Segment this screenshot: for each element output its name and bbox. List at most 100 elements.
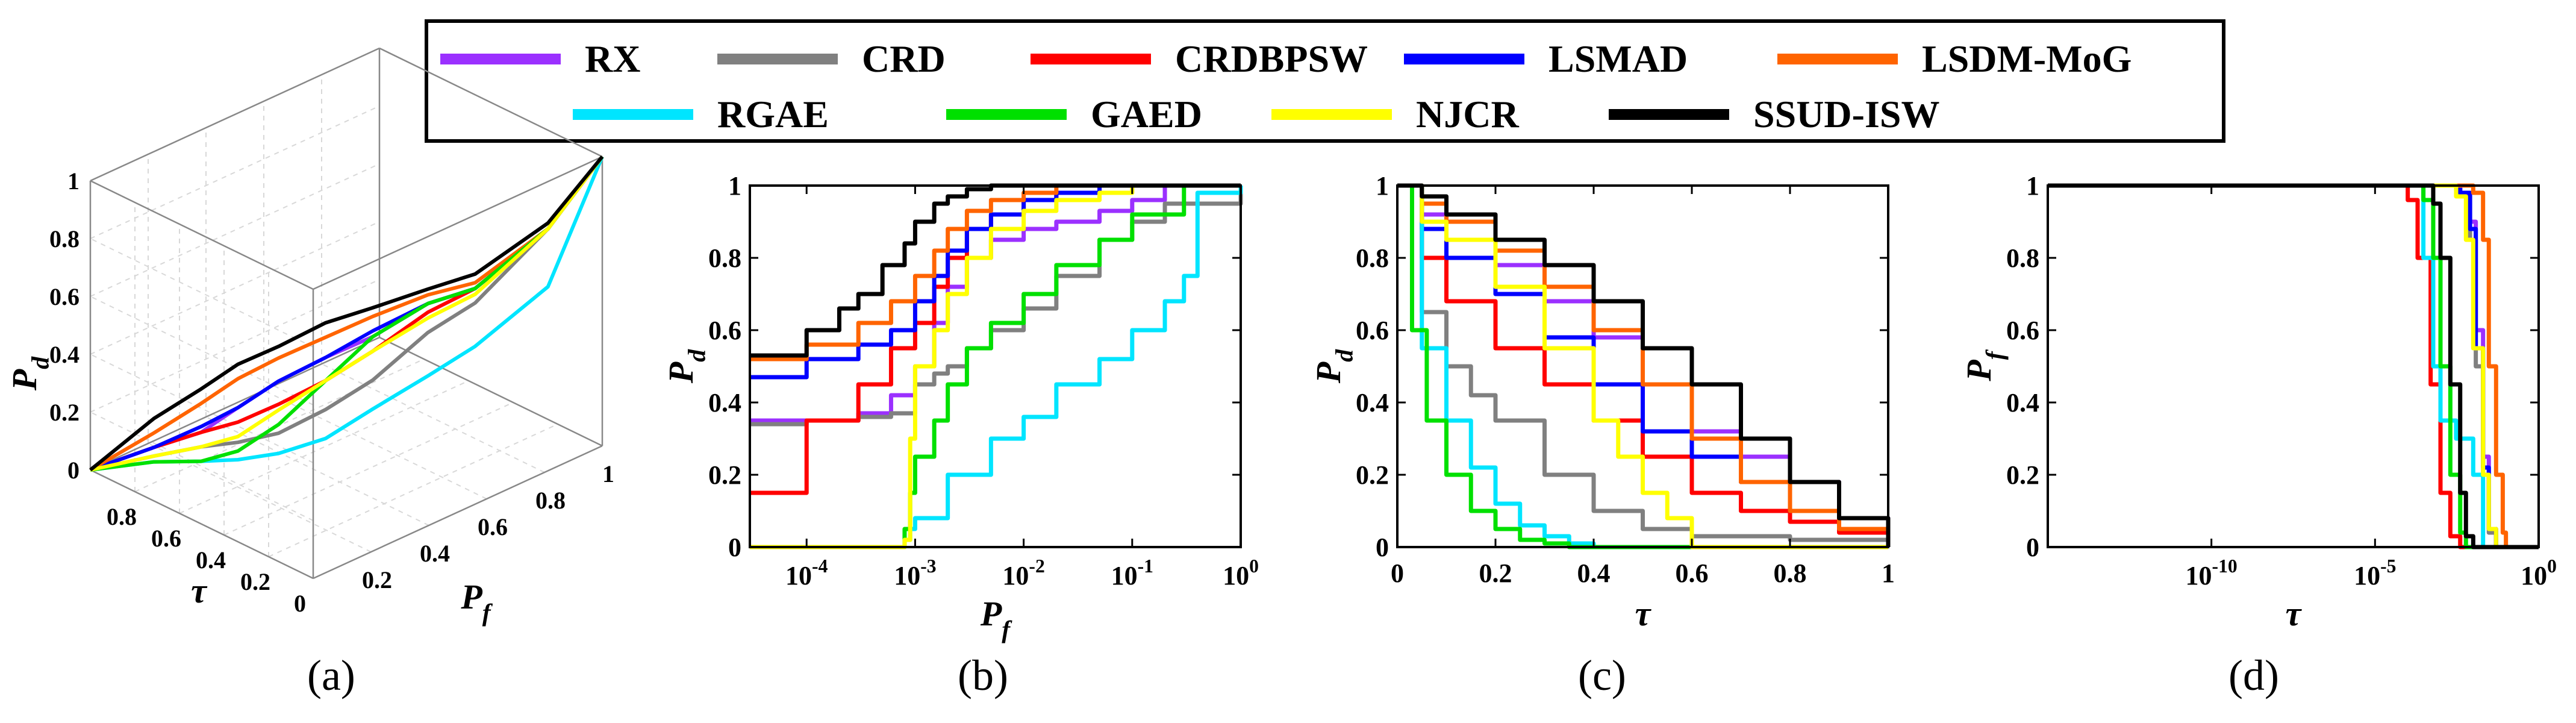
- series-line-crd: [750, 186, 1243, 427]
- x-tick-label: 10-3: [894, 556, 936, 590]
- label-main: P: [5, 369, 44, 391]
- box-edge: [313, 155, 603, 290]
- legend-item-njcr: NJCR: [1271, 90, 1519, 139]
- x-axis-label: Pf: [980, 594, 1012, 643]
- tick-base: 10: [2521, 561, 2547, 590]
- tick-base: 10: [1223, 561, 1249, 590]
- grid-line: [90, 354, 314, 463]
- z-axis-label: Pd: [5, 356, 54, 391]
- legend-item-rgae: RGAE: [573, 90, 829, 139]
- box-edge: [90, 47, 380, 182]
- y-tick-label: 0.2: [2006, 460, 2039, 490]
- x-tick-label: 0.4: [1577, 559, 1611, 588]
- z-tick-label: 0.8: [49, 225, 80, 252]
- legend-label: LSMAD: [1548, 37, 1688, 80]
- legend-swatch: [1271, 109, 1392, 120]
- x-tick-label: 0: [1391, 559, 1404, 588]
- grid-line: [90, 296, 314, 405]
- grid-line: [90, 163, 380, 297]
- y-tick-label: 0.2: [240, 568, 270, 595]
- series-line-crdbpsw: [750, 183, 1241, 495]
- x-tick-label: 0.4: [420, 540, 450, 567]
- box-edge: [379, 336, 603, 447]
- panel-label-b: (b): [958, 651, 1008, 700]
- x-axis-label: τ: [2286, 594, 2303, 633]
- legend-swatch: [946, 109, 1067, 120]
- x-tick-label: 1: [602, 460, 614, 487]
- legend: RX CRD CRDBPSW LSMAD LSDM-MoG RGAE GAED NJCR SSU…: [425, 19, 2225, 143]
- box-edge: [313, 445, 603, 580]
- series-line-ssud-isw: [89, 155, 604, 472]
- y-tick-label: 0: [728, 533, 741, 562]
- label-main: P: [980, 594, 1002, 633]
- y-tick-label: 0: [2026, 533, 2039, 562]
- legend-swatch: [573, 109, 693, 120]
- grid-line: [263, 390, 487, 499]
- tick-exponent: -2: [1029, 556, 1044, 577]
- grid-line: [90, 238, 314, 348]
- legend-swatch: [1609, 109, 1729, 120]
- chart-a: 0 0.2 0.4 0.6 0.8 1 0.2 0.4 0.6 0.8 1 0.2 0.4 0.6 0.8 0…: [5, 47, 614, 627]
- x-axis-label: τ: [1635, 594, 1652, 633]
- z-tick-label: 0.2: [49, 399, 80, 426]
- x-tick-label: 10-10: [2186, 556, 2238, 590]
- box-edge: [90, 469, 314, 580]
- legend-swatch: [717, 54, 838, 64]
- legend-item-lsdm-mog: LSDM-MoG: [1777, 35, 2132, 83]
- box-edge: [90, 180, 314, 290]
- panel-label-c: (c): [1578, 651, 1626, 700]
- series-line-lsmad: [750, 183, 1241, 380]
- y-tick-label: 0.6: [1356, 316, 1389, 345]
- label-sub: d: [683, 349, 711, 362]
- legend-item-gaed: GAED: [946, 90, 1202, 139]
- label-sub: f: [482, 599, 493, 627]
- x-tick-label: 0.8: [1774, 559, 1807, 588]
- y-axis-label: Pd: [1309, 349, 1358, 384]
- tick-base: 10: [1111, 561, 1138, 590]
- tick-exponent: -3: [920, 556, 936, 577]
- tick-exponent: -5: [2380, 556, 2396, 577]
- label-main: P: [661, 362, 700, 384]
- label-main: P: [460, 577, 482, 616]
- tick-exponent: -1: [1138, 556, 1153, 577]
- grid-line: [205, 416, 429, 526]
- x-axis-label: Pf: [460, 577, 493, 627]
- y-tick-label: 0: [1376, 533, 1389, 562]
- y-tick-label: 1: [2026, 171, 2039, 201]
- tick-base: 10: [894, 561, 920, 590]
- legend-label: RGAE: [717, 93, 829, 136]
- series-line-rgae: [2048, 183, 2539, 549]
- y-tick-label: 1: [728, 171, 741, 201]
- x-tick-label: 100: [2521, 556, 2557, 590]
- legend-item-crdbpsw: CRDBPSW: [1031, 35, 1368, 83]
- legend-item-crd: CRD: [717, 35, 946, 83]
- label-main: P: [1309, 362, 1348, 384]
- plot-frame: [2047, 184, 2540, 548]
- x-tick-label: 10-4: [785, 556, 828, 590]
- series-line-crdbpsw: [2048, 183, 2539, 549]
- y-tick-label: 0.6: [2006, 316, 2039, 345]
- y-tick-label: 0.4: [708, 388, 741, 418]
- y-tick-label: 1: [1376, 171, 1389, 201]
- legend-swatch: [1404, 54, 1524, 64]
- y-tick-label: 0: [294, 590, 306, 617]
- series-line-njcr: [90, 155, 604, 472]
- panel-label-d: (d): [2228, 651, 2279, 700]
- legend-swatch: [1031, 54, 1151, 64]
- y-tick-label: 0.4: [196, 546, 226, 574]
- series-line-njcr: [1397, 183, 1888, 549]
- series-line-crd: [1397, 183, 1891, 547]
- legend-label: RX: [585, 37, 641, 80]
- grid-line: [223, 402, 514, 536]
- panel-label-a: (a): [307, 651, 355, 700]
- series-line-njcr: [2048, 183, 2539, 549]
- x-tick-label: 0.6: [1676, 559, 1709, 588]
- y-tick-label: 0.2: [708, 460, 741, 490]
- tick-exponent: 0: [2547, 556, 2557, 577]
- tick-base: 10: [2186, 561, 2212, 590]
- box-edge: [379, 47, 603, 158]
- y-tick-label: 0.8: [107, 503, 137, 530]
- grid-line: [148, 443, 372, 552]
